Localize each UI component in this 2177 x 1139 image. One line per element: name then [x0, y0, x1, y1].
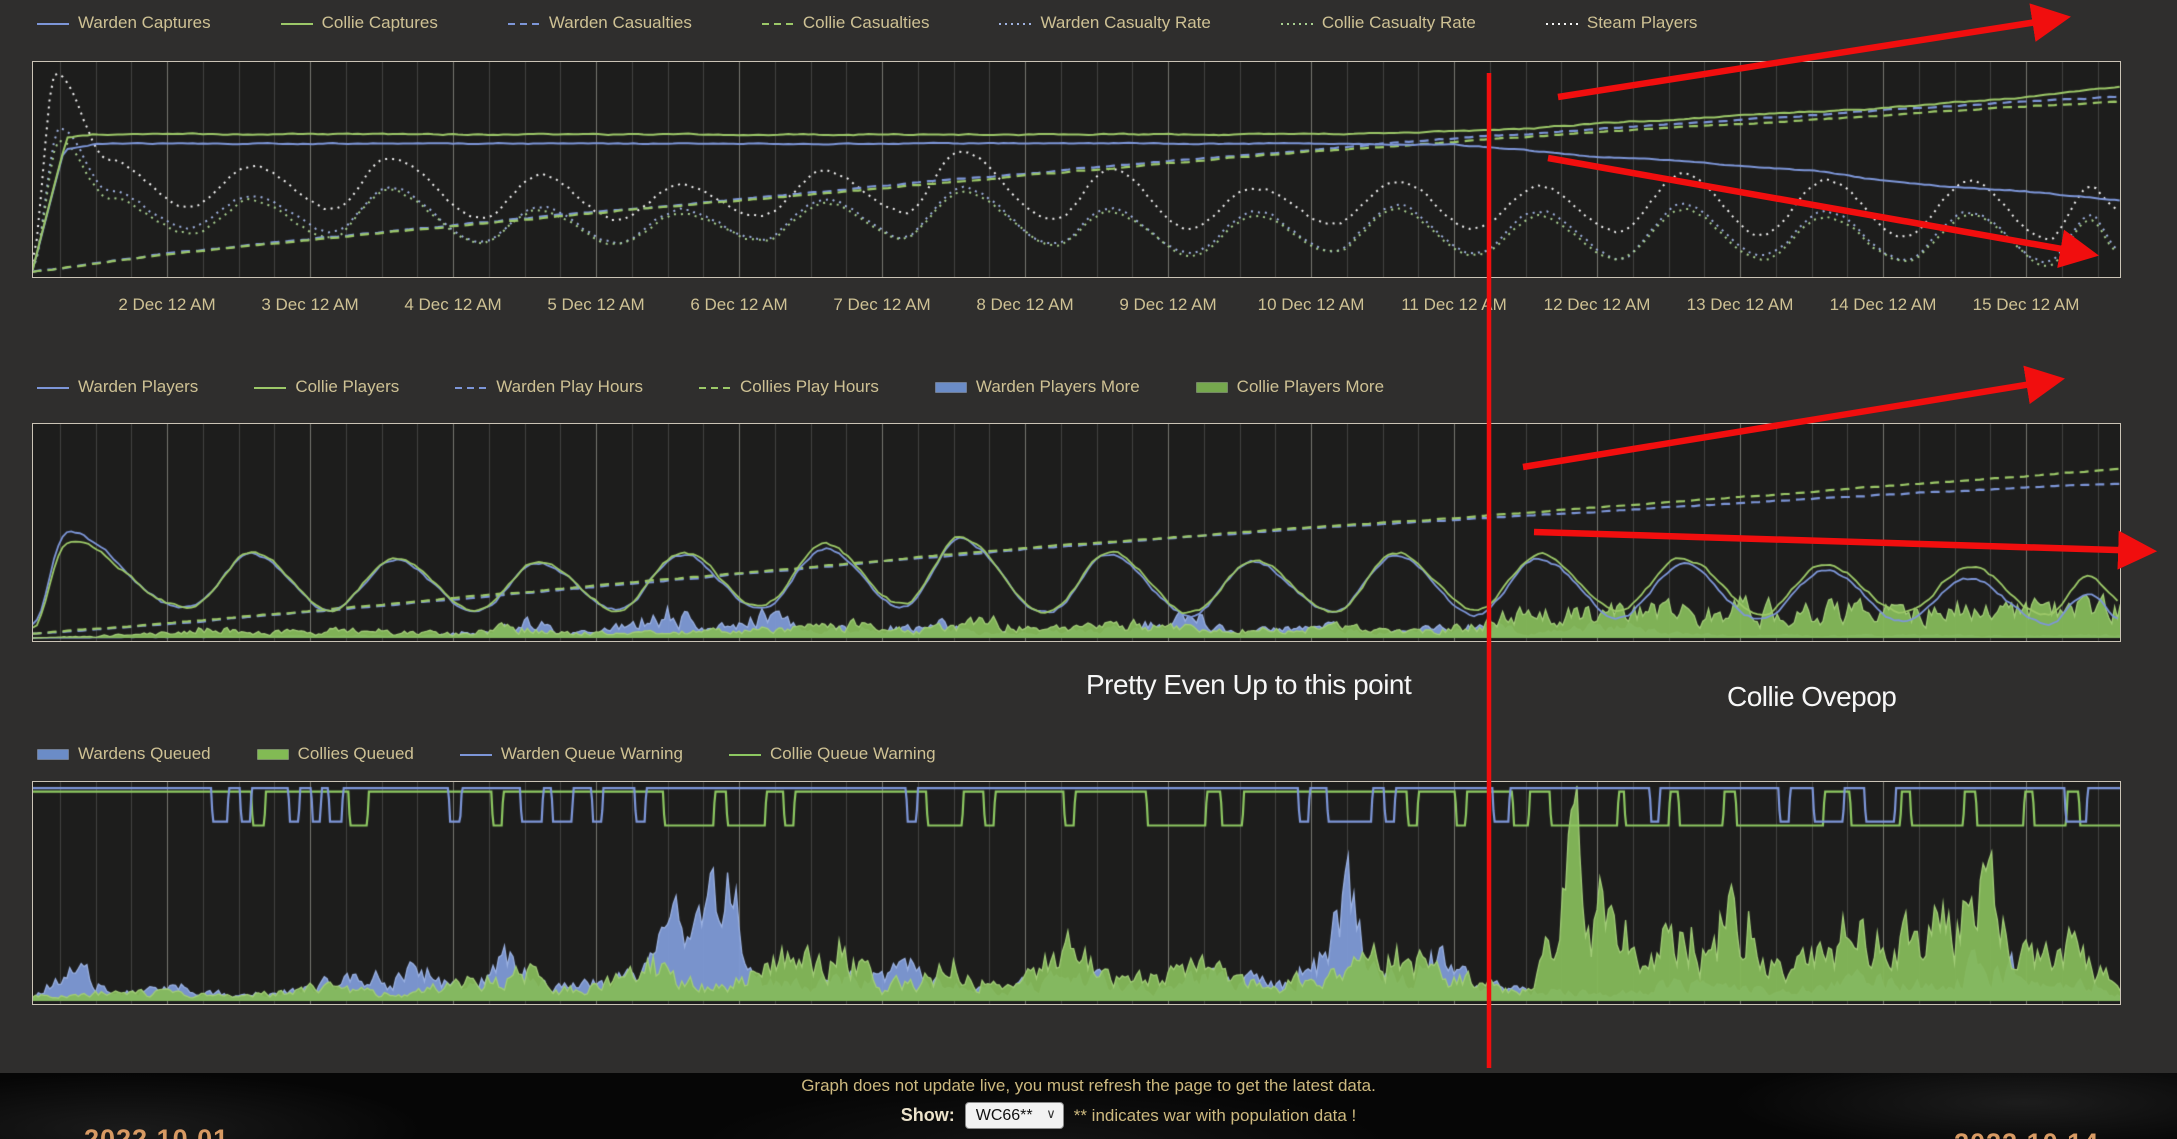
solid-line-swatch-icon — [280, 22, 313, 25]
x-axis-label: 6 Dec 12 AM — [690, 295, 788, 314]
legend-item-label: Warden Players — [78, 377, 199, 396]
legend-queue: Wardens Queued Collies Queued Warden Queue… — [37, 744, 936, 764]
legend-item-label: Collie Queue Warning — [769, 744, 936, 763]
x-axis-label: 5 Dec 12 AM — [547, 295, 645, 314]
war-select-wrap: WC66** ∨ — [964, 1102, 1064, 1129]
legend-item: Warden Play Hours — [455, 377, 643, 397]
legend-item-label: Collie Players More — [1236, 377, 1385, 396]
refresh-notice: Graph does not update live, you must ref… — [801, 1076, 1376, 1095]
legend-item: Warden Queue Warning — [459, 744, 683, 764]
solid-line-swatch-icon — [459, 753, 492, 756]
legend-item: Collies Queued — [256, 744, 414, 764]
filled-swatch-icon — [934, 381, 967, 393]
legend-item-label: Warden Queue Warning — [500, 744, 683, 763]
legend-item-label: Collie Casualties — [802, 13, 930, 32]
legend-item: Steam Players — [1545, 13, 1698, 33]
legend-captures: Warden Captures Collie Captures Warden Cas… — [37, 13, 1697, 33]
legend-item: Collie Casualty Rate — [1280, 13, 1476, 33]
filled-swatch-icon — [1195, 381, 1228, 393]
dash-line-swatch-icon — [455, 386, 488, 389]
legend-item: Collie Captures — [280, 13, 438, 33]
x-axis-label: 14 Dec 12 AM — [1829, 295, 1937, 314]
legend-item-label: Steam Players — [1586, 13, 1698, 32]
legend-players: Warden Players Collie Players Warden Play … — [37, 377, 1384, 397]
x-axis-label: 8 Dec 12 AM — [976, 295, 1074, 314]
legend-item-label: Collies Play Hours — [740, 377, 879, 396]
legend-item: Collie Queue Warning — [728, 744, 936, 764]
war-start-date: 2022 10 01 — [84, 1124, 230, 1139]
war-select[interactable]: WC66** — [964, 1102, 1064, 1129]
legend-item: Warden Captures — [37, 13, 211, 33]
legend-item: Collie Players — [254, 377, 399, 397]
annotation-pretty-even: Pretty Even Up to this point — [1086, 669, 1412, 700]
legend-item-label: Collie Casualty Rate — [1321, 13, 1476, 32]
legend-item: Warden Players — [37, 377, 198, 397]
x-axis-label: 4 Dec 12 AM — [404, 295, 502, 314]
legend-item-label: Warden Players More — [975, 377, 1140, 396]
dot-line-swatch-icon — [1280, 22, 1313, 25]
x-axis-label: 13 Dec 12 AM — [1686, 295, 1794, 314]
annotation-collie-overpop: Collie Ovepop — [1727, 681, 1897, 712]
x-axis-label: 12 Dec 12 AM — [1543, 295, 1651, 314]
solid-line-swatch-icon — [37, 22, 69, 25]
legend-item-label: Collie Players — [295, 377, 400, 396]
queue-chart-frame — [32, 781, 2121, 1005]
legend-item-label: Warden Play Hours — [496, 377, 644, 396]
dot-line-swatch-icon — [1545, 22, 1578, 25]
legend-item: Warden Casualties — [507, 13, 692, 33]
x-axis-label: 10 Dec 12 AM — [1257, 295, 1365, 314]
dash-line-swatch-icon — [507, 22, 540, 25]
x-axis-label: 3 Dec 12 AM — [261, 295, 359, 314]
solid-line-swatch-icon — [254, 386, 287, 389]
legend-item-label: Warden Casualty Rate — [1040, 13, 1211, 32]
players-chart-canvas[interactable] — [33, 424, 2120, 641]
legend-item-label: Warden Captures — [78, 13, 211, 32]
war-selector-row: Show: WC66** ∨ ** indicates war with pop… — [40, 1102, 2177, 1129]
show-label: Show: — [900, 1105, 955, 1125]
footer: Graph does not update live, you must ref… — [0, 1073, 2177, 1139]
legend-item: Wardens Queued — [37, 744, 211, 764]
filled-swatch-icon — [256, 748, 289, 760]
captures-chart-frame — [32, 61, 2121, 278]
x-axis-label: 7 Dec 12 AM — [833, 295, 931, 314]
x-axis: 2 Dec 12 AM 3 Dec 12 AM 4 Dec 12 AM 5 Dec 1… — [0, 295, 2177, 319]
population-data-note: ** indicates war with population data ! — [1073, 1105, 1357, 1125]
dash-line-swatch-icon — [699, 386, 732, 389]
solid-line-swatch-icon — [37, 386, 69, 389]
legend-item: Collie Players More — [1195, 377, 1385, 397]
captures-chart-canvas[interactable] — [33, 62, 2120, 277]
solid-line-swatch-icon — [728, 753, 761, 756]
dash-line-swatch-icon — [761, 22, 794, 25]
players-chart-frame — [32, 423, 2121, 642]
legend-item-label: Warden Casualties — [548, 13, 692, 32]
legend-item-label: Collie Captures — [321, 13, 438, 32]
legend-item-label: Wardens Queued — [78, 744, 211, 763]
legend-item: Collie Casualties — [761, 13, 930, 33]
queue-chart-canvas[interactable] — [33, 782, 2120, 1004]
legend-item-label: Collies Queued — [297, 744, 414, 763]
x-axis-label: 11 Dec 12 AM — [1401, 295, 1507, 314]
legend-item: Warden Players More — [934, 377, 1140, 397]
legend-item: Collies Play Hours — [699, 377, 879, 397]
x-axis-label: 9 Dec 12 AM — [1119, 295, 1217, 314]
x-axis-label: 15 Dec 12 AM — [1972, 295, 2080, 314]
war-end-date: 2022 10 14 — [1954, 1128, 2099, 1139]
x-axis-label: 2 Dec 12 AM — [118, 295, 216, 314]
filled-swatch-icon — [37, 748, 69, 760]
dot-line-swatch-icon — [999, 22, 1032, 25]
legend-item: Warden Casualty Rate — [999, 13, 1211, 33]
